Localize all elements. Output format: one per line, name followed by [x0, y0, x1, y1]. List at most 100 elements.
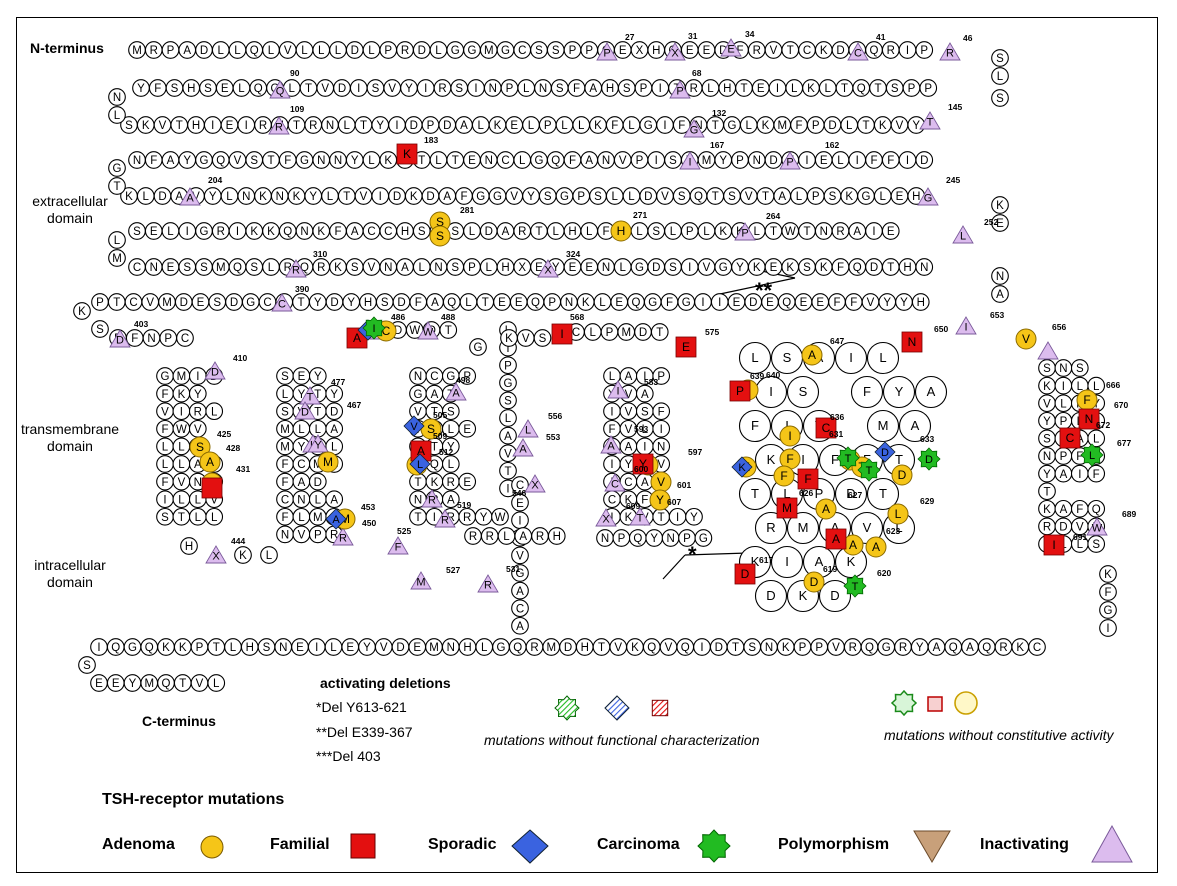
residue-letter: M [878, 418, 889, 433]
residue-letter: C [384, 226, 392, 238]
inactivating-marker: L [517, 419, 539, 438]
residue-289: S [178, 258, 197, 276]
residue-letter: I [236, 226, 239, 238]
residue-letter: L [553, 226, 560, 238]
residue-688: E [291, 638, 309, 656]
residue-711: Q [676, 638, 695, 656]
residue-412: I [172, 402, 191, 421]
residue-378: F [828, 293, 846, 311]
residue-316: G [630, 258, 649, 276]
residue-604: K [1038, 376, 1056, 395]
deletion-item-2: **Del E339-367 [316, 724, 413, 740]
familial-marker: M [776, 497, 798, 519]
residue-359: E [509, 293, 528, 311]
residue-letter: S [200, 262, 208, 274]
marker-letter: R [292, 265, 300, 277]
residue-letter: P [504, 360, 512, 372]
residue-419: L [172, 437, 191, 456]
residue-33: E [680, 41, 699, 59]
residue-613: P [1054, 411, 1073, 430]
residue-letter: L [707, 83, 714, 95]
residue-132: G [723, 116, 741, 134]
residue-352: D [392, 293, 411, 311]
residue-655: P [600, 323, 619, 341]
residue-letter: M [798, 520, 809, 535]
residue-letter: Q [857, 83, 866, 95]
residue-letter: G [682, 297, 691, 309]
residue-letter: Y [314, 297, 322, 309]
residue-circle [108, 249, 126, 267]
residue-236: G [857, 187, 875, 205]
hatched-diamond [604, 695, 630, 721]
residue-335: T [107, 293, 126, 311]
residue-letter: I [186, 226, 189, 238]
residue-318: S [664, 258, 682, 276]
adenoma-marker: D [891, 464, 913, 486]
residue-letter: Q [254, 83, 263, 95]
residue-286: C [128, 258, 146, 276]
residue-562: I [668, 507, 687, 526]
residue-341: S [208, 293, 227, 311]
residue-letter: S [891, 83, 899, 95]
position-number: 597 [688, 447, 702, 457]
residue-letter: A [589, 83, 597, 95]
residue-letter: F [281, 459, 288, 471]
residue-letter: V [614, 642, 622, 654]
residue-letter: E [515, 297, 523, 309]
residue-letter: G [128, 642, 137, 654]
residue-letter: V [619, 155, 627, 167]
residue-172: N [597, 151, 615, 169]
residue-257: S [412, 222, 431, 240]
position-number: 403 [134, 319, 148, 329]
residue-343: G [241, 293, 260, 311]
residue-96: S [120, 116, 138, 134]
residue-698: H [458, 638, 477, 656]
residue-74: F [567, 79, 586, 97]
residue-letter: N [666, 533, 674, 545]
residue-418: L [156, 437, 174, 456]
residue-letter: Q [694, 191, 703, 203]
residue-173: V [613, 151, 632, 169]
residue-430: L [172, 490, 191, 509]
residue-104: R [254, 116, 272, 134]
residue-letter: E [619, 45, 627, 57]
residue-letter: D [158, 191, 166, 203]
residue-letter: L [195, 512, 202, 524]
marker-letter: E [727, 44, 734, 56]
residue-letter: N [194, 477, 202, 489]
marker-letter: R [428, 495, 436, 507]
residue-letter: L [178, 494, 185, 506]
marker-letter: Q [276, 86, 285, 98]
legend-inactivating-label: Inactivating [980, 836, 1069, 853]
marker-letter: W [423, 327, 434, 339]
residue-210: D [421, 187, 440, 205]
residue-668: L [260, 546, 278, 564]
residue-letter: H [912, 191, 920, 203]
residue-letter: S [263, 642, 271, 654]
residue-120: L [522, 116, 540, 134]
residue-354: A [426, 293, 444, 311]
residue-letter: F [569, 155, 576, 167]
residue-390: L [991, 67, 1009, 85]
residue-letter: V [178, 477, 186, 489]
residue-230: T [756, 187, 775, 205]
residue-13: D [345, 41, 364, 59]
legend-familial-label: Familial [270, 836, 330, 853]
residue-letter: T [178, 512, 185, 524]
legend-sporadic-icon [511, 829, 549, 864]
residue-letter: R [1043, 522, 1051, 534]
residue-letter: P [384, 45, 392, 57]
legend-adenoma-label: Adenoma [102, 836, 175, 853]
residue-379: F [844, 293, 863, 311]
residue-letter: N [317, 155, 325, 167]
residue-702: R [525, 638, 544, 656]
residue-letter: T [213, 642, 220, 654]
residue-letter: K [179, 642, 187, 654]
residue-letter: S [728, 191, 736, 203]
residue-741: L [207, 674, 226, 692]
residue-letter: D [330, 406, 338, 418]
residue-208: D [388, 187, 406, 205]
residue-166: C [496, 151, 515, 169]
residue-letter: Y [298, 389, 306, 401]
residue-letter: Q [949, 642, 958, 654]
